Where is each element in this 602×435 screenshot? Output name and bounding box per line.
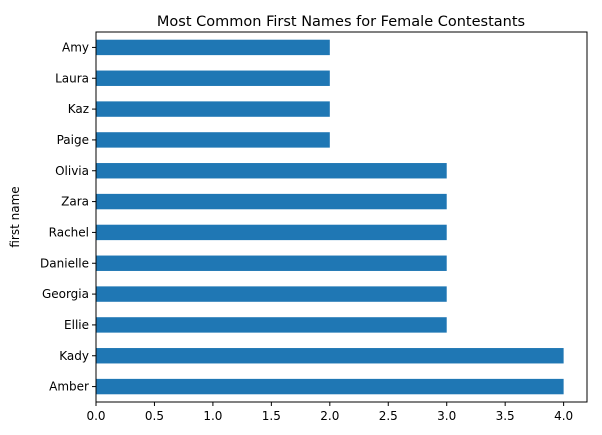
y-tick-label: Olivia — [55, 164, 89, 178]
bar-amber — [96, 378, 564, 395]
plot-frame — [95, 31, 588, 403]
x-tick-label: 4.0 — [554, 409, 573, 423]
x-ticks-group: 0.0 0.5 1.0 1.5 2.0 2.5 3.0 3.5 4.0 — [86, 402, 573, 423]
bar-olivia — [96, 163, 447, 179]
y-tick-label: Kady — [59, 349, 89, 363]
bars-group — [96, 39, 564, 395]
y-ticks-group: Amy Laura Kaz Paige Olivia Zara Rachel Danielle… — [40, 40, 96, 394]
y-tick-label: Zara — [61, 195, 89, 209]
y-tick-label: Amy — [62, 40, 89, 54]
bar-amy — [96, 39, 330, 56]
y-tick-label: Danielle — [40, 256, 89, 270]
y-tick-label: Ellie — [64, 318, 89, 332]
bar-paige — [96, 132, 330, 148]
bar-kaz — [96, 101, 330, 117]
y-tick-label: Laura — [55, 71, 89, 85]
y-tick-label: Georgia — [42, 287, 89, 301]
x-tick-label: 0.0 — [86, 409, 105, 423]
bar-rachel — [96, 224, 447, 241]
bar-georgia — [96, 286, 447, 302]
y-tick-label: Kaz — [68, 102, 89, 116]
chart-title: Most Common First Names for Female Conte… — [157, 14, 525, 30]
x-tick-label: 2.0 — [320, 409, 339, 423]
x-tick-label: 1.5 — [262, 409, 281, 423]
bar-ellie — [96, 317, 447, 333]
x-tick-label: 2.5 — [379, 409, 398, 423]
y-tick-label: Amber — [49, 380, 89, 394]
x-tick-label: 3.0 — [437, 409, 456, 423]
y-tick-label: Paige — [57, 133, 89, 147]
y-tick-label: Rachel — [49, 225, 89, 239]
bar-laura — [96, 70, 330, 86]
bar-danielle — [96, 255, 447, 271]
bar-zara — [96, 193, 447, 210]
x-tick-label: 1.0 — [203, 409, 222, 423]
y-axis-label: first name — [8, 186, 22, 247]
x-tick-label: 0.5 — [145, 409, 164, 423]
bar-kady — [96, 348, 564, 364]
x-tick-label: 3.5 — [496, 409, 515, 423]
